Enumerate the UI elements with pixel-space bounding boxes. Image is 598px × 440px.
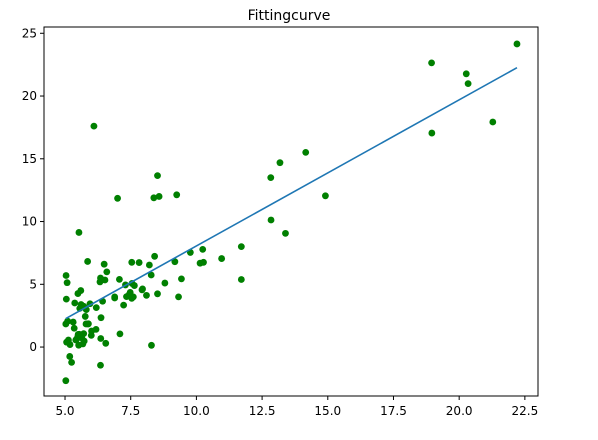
- scatter-point-44: [135, 259, 143, 266]
- y-tick-label-5: 25: [22, 26, 37, 40]
- scatter-point-34: [145, 261, 153, 269]
- scatter-point-64: [64, 317, 72, 325]
- scatter-point-46: [63, 279, 71, 287]
- scatter-point-7: [155, 193, 163, 200]
- scatter-point-100: [428, 129, 436, 137]
- axes: 5.0 7.5 10.0 12.5 15.0 17.5 20.0 22.5 0 5 10 15 20 25: [22, 26, 539, 418]
- scatter-point-80: [282, 229, 289, 237]
- plot-frame: [43, 26, 539, 397]
- scatter-point-69: [101, 276, 109, 284]
- scatter-point-87: [111, 293, 119, 301]
- scatter-point-59: [62, 377, 70, 385]
- scatter-point-97: [74, 333, 82, 341]
- scatter-point-96: [79, 340, 87, 348]
- scatter-point-36: [143, 291, 150, 299]
- scatter-point-67: [97, 335, 105, 342]
- scatter-point-9: [62, 295, 70, 303]
- scatter-point-83: [97, 314, 105, 322]
- x-tick-label-0: 5.0: [55, 404, 74, 418]
- scatter-point-30: [68, 358, 75, 366]
- scatter-point-50: [128, 258, 136, 266]
- scatter-point-63: [200, 258, 207, 266]
- x-tick-label-6: 20.0: [446, 404, 473, 418]
- scatter-point-84: [92, 325, 100, 333]
- scatter-point-25: [428, 59, 435, 67]
- x-tick-label-3: 12.5: [249, 404, 276, 418]
- scatter-point-26: [267, 174, 275, 182]
- x-tick-label-1: 7.5: [121, 404, 140, 418]
- scatter-point-38: [267, 216, 275, 224]
- y-tick-label-1: 5: [29, 277, 37, 291]
- scatter-point-31: [103, 268, 111, 276]
- scatter-point-3: [114, 194, 121, 202]
- scatter-point-42: [237, 276, 245, 283]
- data-marks: [62, 40, 521, 385]
- scatter-point-11: [302, 148, 310, 156]
- scatter-point-91: [161, 279, 169, 287]
- x-tick-label-5: 17.5: [380, 404, 407, 418]
- scatter-point-32: [173, 191, 181, 199]
- scatter-point-45: [116, 330, 124, 338]
- scatter-point-95: [77, 287, 85, 294]
- scatter-point-19: [116, 276, 123, 283]
- scatter-point-94: [66, 353, 74, 360]
- scatter-point-43: [81, 313, 89, 320]
- scatter-point-74: [63, 338, 70, 346]
- scatter-point-98: [175, 293, 182, 301]
- x-tick-label-2: 10.0: [183, 404, 210, 418]
- scatter-point-21: [462, 70, 470, 78]
- fit-line: [65, 66, 518, 320]
- scatter-point-78: [69, 318, 77, 326]
- y-tick-label-0: 0: [29, 340, 37, 354]
- scatter-point-5: [150, 194, 158, 202]
- scatter-point-70: [154, 290, 161, 298]
- scatter-point-1: [75, 229, 83, 236]
- scatter-point-0: [90, 122, 98, 130]
- scatter-point-52: [199, 246, 207, 253]
- scatter-point-89: [178, 275, 185, 283]
- scatter-point-104: [70, 324, 78, 332]
- scatter-point-60: [102, 339, 110, 347]
- x-tick-label-4: 15.0: [314, 404, 341, 418]
- scatter-point-86: [139, 285, 146, 293]
- y-tick-label-4: 20: [22, 89, 37, 103]
- scatter-point-37: [77, 301, 85, 308]
- scatter-point-77: [84, 320, 92, 328]
- scatter-point-62: [62, 272, 70, 279]
- scatter-point-99: [322, 192, 329, 200]
- scatter-point-101: [489, 118, 497, 126]
- scatter-point-85: [147, 271, 155, 279]
- plot-area: [44, 27, 538, 396]
- x-tick-label-7: 22.5: [512, 404, 539, 418]
- scatter-point-28: [276, 159, 284, 167]
- scatter-point-92: [125, 290, 133, 298]
- scatter-point-48: [237, 243, 245, 251]
- scatter-point-2: [154, 172, 161, 180]
- scatter-point-13: [151, 252, 159, 260]
- scatter-point-8: [100, 260, 108, 268]
- scatter-point-20: [92, 304, 100, 312]
- scatter-point-58: [120, 301, 128, 309]
- scatter-point-71: [171, 258, 179, 266]
- scatter-point-93: [97, 361, 104, 369]
- chart-title: Fittingcurve: [248, 8, 331, 24]
- y-tick-label-3: 15: [22, 152, 37, 166]
- scatter-point-72: [87, 331, 95, 339]
- scatter-point-29: [513, 40, 521, 48]
- scatter-point-15: [71, 299, 79, 307]
- scatter-point-27: [218, 255, 226, 262]
- y-tick-label-2: 10: [22, 215, 37, 229]
- scatter-point-75: [80, 330, 88, 338]
- scatter-point-88: [128, 280, 136, 287]
- scatter-point-79: [148, 341, 155, 349]
- scatter-point-54: [464, 80, 472, 88]
- scatter-point-4: [84, 258, 92, 265]
